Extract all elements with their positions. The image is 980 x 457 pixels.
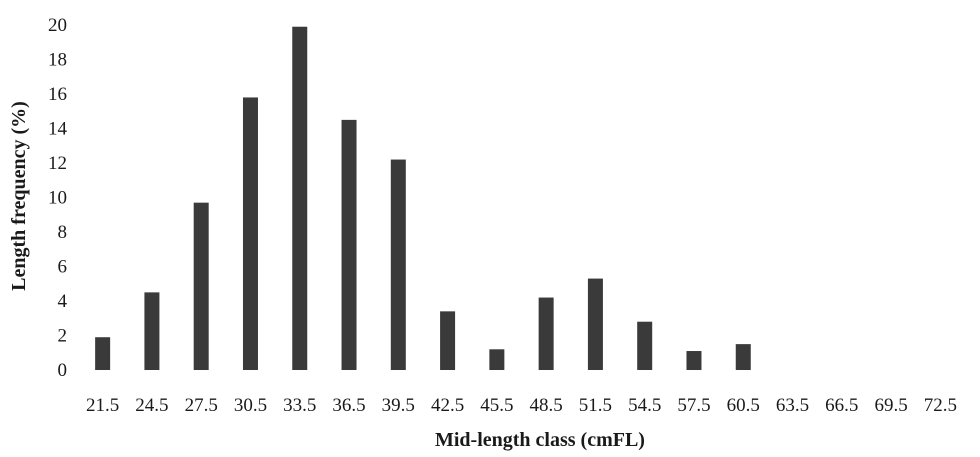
x-tick-label: 72.5 [924, 395, 957, 416]
x-axis-title: Mid-length class (cmFL) [435, 429, 645, 451]
y-tick-label: 0 [58, 360, 68, 381]
bar-48.5 [539, 298, 554, 370]
bar-24.5 [144, 292, 159, 370]
x-tick-label: 24.5 [135, 395, 168, 416]
y-tick-label: 12 [48, 153, 67, 174]
bar-series [95, 27, 751, 370]
bar-33.5 [292, 27, 307, 370]
y-tick-label: 6 [58, 257, 68, 278]
x-tick-label: 60.5 [727, 395, 760, 416]
bar-27.5 [194, 203, 209, 370]
x-tick-label: 33.5 [283, 395, 316, 416]
y-axis-title: Length frequency (%) [8, 101, 30, 291]
y-tick-label: 2 [58, 326, 68, 347]
x-tick-label: 45.5 [480, 395, 513, 416]
y-tick-label: 4 [58, 291, 68, 312]
x-tick-label: 42.5 [431, 395, 464, 416]
bar-45.5 [489, 349, 504, 370]
x-tick-label: 27.5 [185, 395, 218, 416]
x-tick-label: 36.5 [332, 395, 365, 416]
x-tick-label: 54.5 [628, 395, 661, 416]
bar-57.5 [686, 351, 701, 370]
bar-39.5 [391, 160, 406, 370]
x-tick-label: 39.5 [382, 395, 415, 416]
bar-21.5 [95, 337, 110, 370]
y-tick-label: 10 [48, 188, 67, 209]
x-tick-label: 69.5 [874, 395, 907, 416]
x-tick-label: 48.5 [530, 395, 563, 416]
y-tick-label: 20 [48, 15, 67, 36]
bar-51.5 [588, 279, 603, 370]
y-axis-ticks: 0 2 4 6 8 10 12 14 16 18 20 [48, 15, 68, 381]
bar-42.5 [440, 311, 455, 370]
x-tick-label: 51.5 [579, 395, 612, 416]
x-tick-label: 63.5 [776, 395, 809, 416]
y-tick-label: 16 [48, 84, 67, 105]
bar-36.5 [342, 120, 357, 370]
y-tick-label: 18 [48, 50, 67, 71]
y-tick-label: 8 [58, 222, 68, 243]
x-tick-label: 21.5 [86, 395, 119, 416]
x-tick-label: 30.5 [234, 395, 267, 416]
x-axis-ticks: 21.5 24.5 27.5 30.5 33.5 36.5 39.5 42.5 45.5 48.5… [86, 395, 957, 416]
x-tick-label: 57.5 [677, 395, 710, 416]
x-tick-label: 66.5 [825, 395, 858, 416]
bar-60.5 [736, 344, 751, 370]
bar-30.5 [243, 97, 258, 370]
bar-54.5 [637, 322, 652, 370]
y-tick-label: 14 [48, 119, 68, 140]
